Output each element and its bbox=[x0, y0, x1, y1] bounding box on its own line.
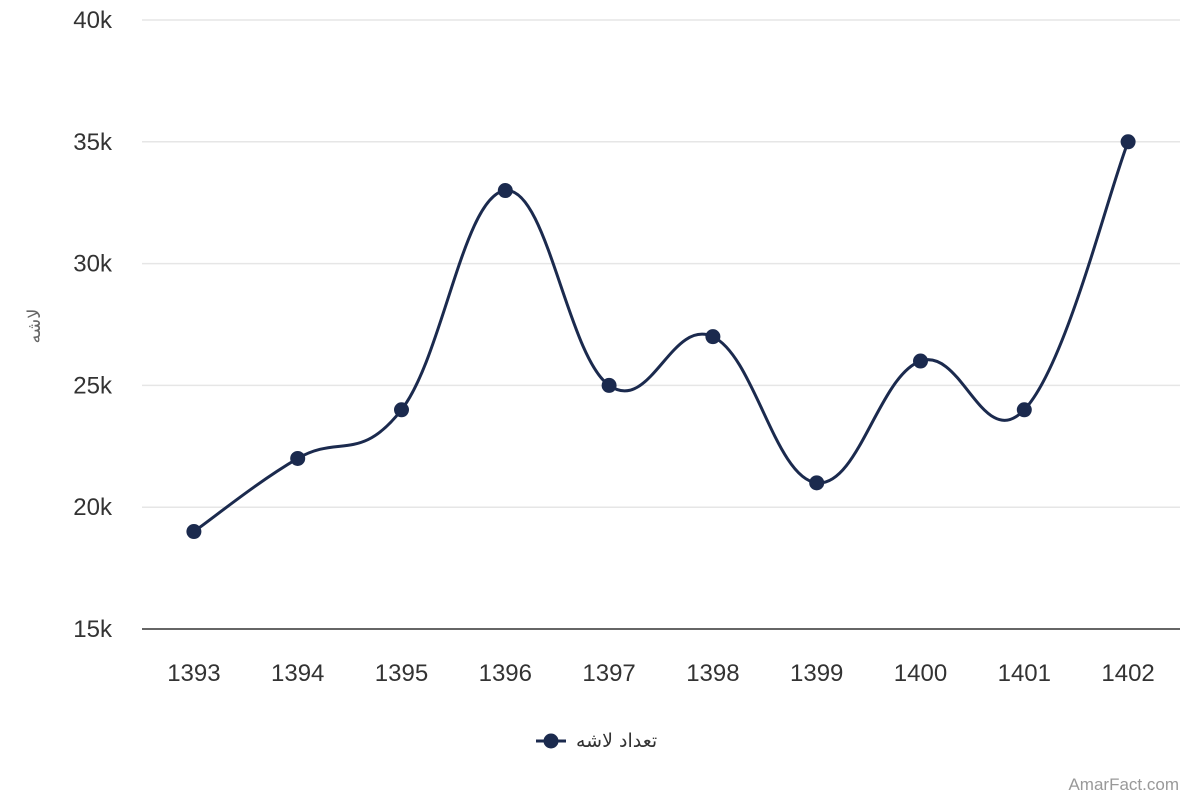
data-point-1397[interactable] bbox=[601, 377, 617, 393]
y-tick-label: 20k bbox=[73, 494, 113, 521]
data-point-1396[interactable] bbox=[497, 183, 513, 199]
y-tick-label: 25k bbox=[73, 372, 113, 399]
x-tick-label: 1397 bbox=[582, 660, 635, 687]
x-tick-label: 1393 bbox=[167, 660, 220, 687]
legend-point-marker bbox=[543, 733, 559, 749]
y-tick-label: 15k bbox=[73, 616, 113, 643]
series-line bbox=[192, 140, 1130, 534]
data-point-1393[interactable] bbox=[186, 524, 202, 540]
data-point-1394[interactable] bbox=[290, 450, 306, 466]
x-tick-label: 1400 bbox=[894, 660, 947, 687]
x-axis-tick-labels: 1393 1394 1395 1396 1397 1398 1399 1400 1401 1402 bbox=[167, 660, 1155, 687]
data-point-1400[interactable] bbox=[913, 353, 928, 369]
y-axis-title: لاشه bbox=[24, 309, 45, 344]
legend-label: تعداد لاشه bbox=[576, 730, 657, 752]
y-tick-label: 40k bbox=[73, 7, 113, 34]
x-tick-label: 1399 bbox=[790, 660, 843, 687]
y-tick-label: 35k bbox=[73, 129, 113, 156]
data-point-1398[interactable] bbox=[705, 329, 721, 345]
series-layer bbox=[186, 134, 1136, 540]
data-point-1395[interactable] bbox=[394, 402, 409, 418]
grid-lines bbox=[142, 19, 1180, 508]
data-point-1399[interactable] bbox=[809, 475, 825, 491]
y-tick-label: 30k bbox=[73, 251, 113, 278]
data-point-1401[interactable] bbox=[1016, 402, 1032, 418]
data-point-1402[interactable] bbox=[1120, 134, 1136, 150]
x-tick-label: 1402 bbox=[1101, 660, 1154, 687]
x-tick-label: 1395 bbox=[375, 660, 428, 687]
credit-text[interactable]: AmarFact.com bbox=[1068, 775, 1179, 794]
legend[interactable]: تعداد لاشه bbox=[536, 730, 657, 752]
x-tick-label: 1394 bbox=[271, 660, 324, 687]
x-tick-label: 1396 bbox=[479, 660, 532, 687]
y-axis-tick-labels: 15k 20k 25k 30k 35k 40k bbox=[73, 7, 113, 643]
x-tick-label: 1398 bbox=[686, 660, 739, 687]
x-tick-label: 1401 bbox=[998, 660, 1051, 687]
